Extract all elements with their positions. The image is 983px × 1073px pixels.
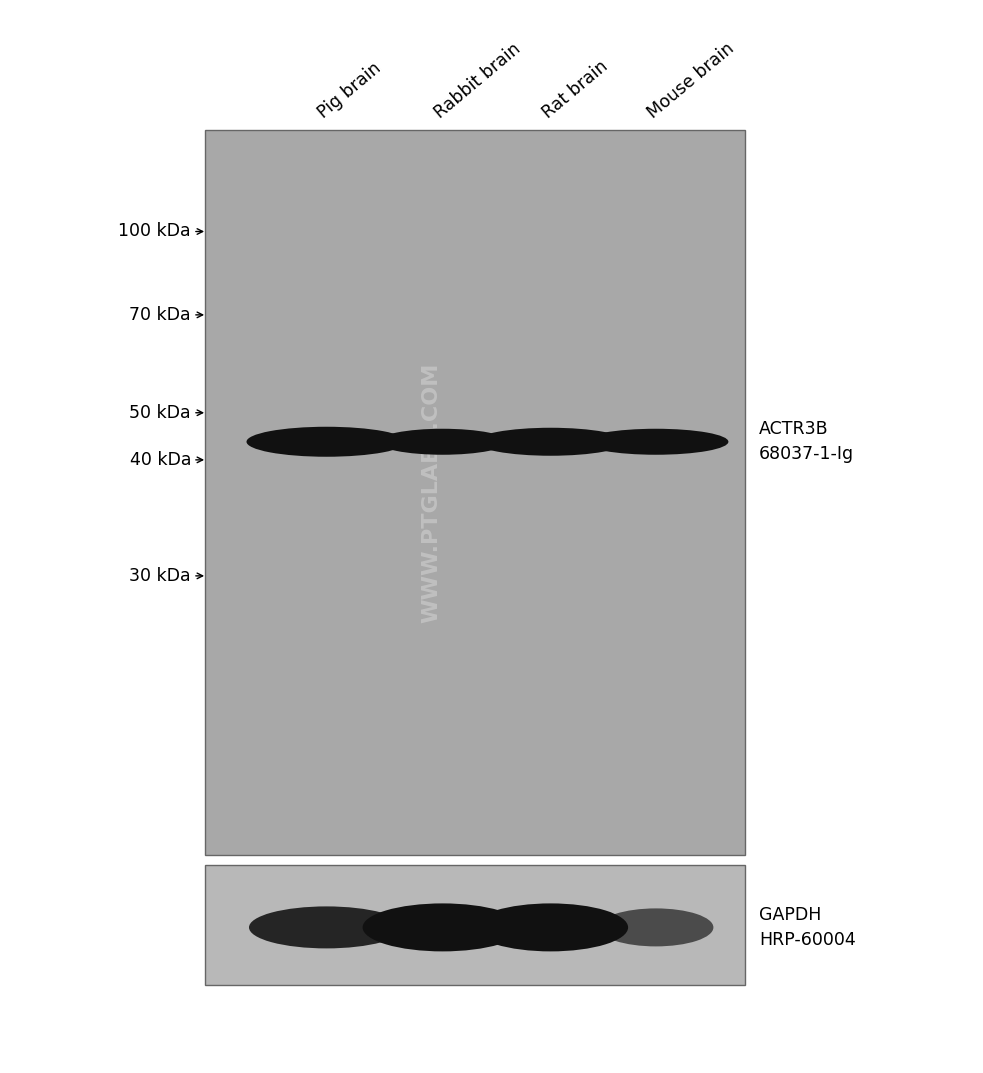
Text: Pig brain: Pig brain [315, 59, 385, 122]
Text: 70 kDa: 70 kDa [130, 306, 191, 324]
Ellipse shape [473, 903, 628, 952]
Text: Mouse brain: Mouse brain [644, 40, 738, 122]
Ellipse shape [476, 428, 625, 456]
Text: 100 kDa: 100 kDa [118, 222, 191, 240]
Ellipse shape [599, 909, 714, 946]
Text: 30 kDa: 30 kDa [130, 567, 191, 585]
Ellipse shape [583, 429, 728, 455]
Text: WWW.PTGLABC.COM: WWW.PTGLABC.COM [422, 363, 441, 622]
Text: ACTR3B
68037-1-Ig: ACTR3B 68037-1-Ig [759, 421, 854, 464]
Ellipse shape [247, 427, 407, 457]
Bar [205, 130, 745, 855]
Bar [205, 865, 745, 985]
Text: 40 kDa: 40 kDa [130, 451, 191, 469]
Ellipse shape [249, 907, 404, 949]
Text: GAPDH
HRP-60004: GAPDH HRP-60004 [759, 906, 856, 949]
Text: Rabbit brain: Rabbit brain [431, 40, 524, 122]
Ellipse shape [363, 903, 523, 952]
Text: Rat brain: Rat brain [539, 57, 611, 122]
Text: 50 kDa: 50 kDa [130, 403, 191, 422]
Ellipse shape [377, 429, 507, 455]
